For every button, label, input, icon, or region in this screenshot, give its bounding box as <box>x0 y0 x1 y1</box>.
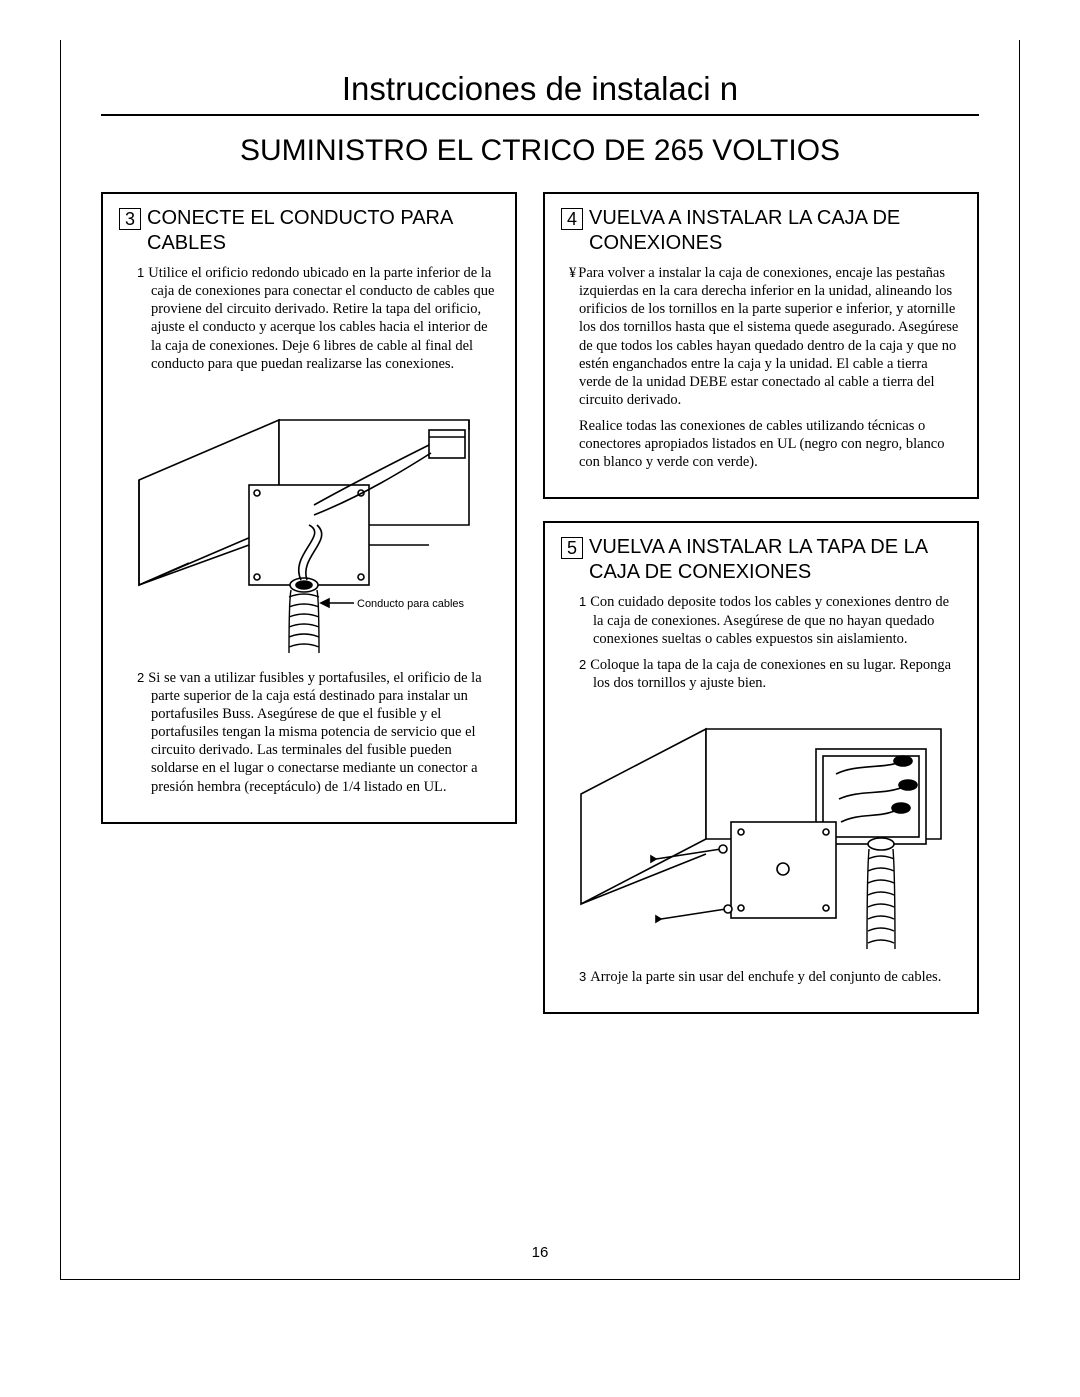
step-3-box: 3 CONECTE EL CONDUCTO PARA CABLES 1Utili… <box>101 192 517 824</box>
step-4-box: 4 VUELVA A INSTALAR LA CAJA DE CONEXIONE… <box>543 192 979 499</box>
columns: 3 CONECTE EL CONDUCTO PARA CABLES 1Utili… <box>101 192 979 1014</box>
step-3-list: 1Utilice el orificio redondo ubicado en … <box>119 264 499 373</box>
step-4-bullet-text: Para volver a instalar la caja de conexi… <box>578 265 958 408</box>
step-5-heading: 5 VUELVA A INSTALAR LA TAPA DE LA CAJA D… <box>561 535 961 585</box>
step-3-figure: Conducto para cables <box>119 385 499 655</box>
step-5-item-2-text: Coloque la tapa de la caja de conexiones… <box>590 657 951 691</box>
step-3-list-b: 2Si se van a utilizar fusibles y portafu… <box>119 669 499 796</box>
page-frame: Instrucciones de instalaci n SUMINISTRO … <box>60 40 1020 1280</box>
step-4-bullet: ¥Para volver a instalar la caja de conex… <box>561 264 961 409</box>
step-3-number: 3 <box>119 208 141 230</box>
step-5-item-3-text: Arroje la parte sin usar del enchufe y d… <box>590 969 941 985</box>
step-4-number: 4 <box>561 208 583 230</box>
left-column: 3 CONECTE EL CONDUCTO PARA CABLES 1Utili… <box>101 192 517 1014</box>
step-5-figure <box>561 704 961 954</box>
page-number: 16 <box>61 1244 1019 1261</box>
step-5-box: 5 VUELVA A INSTALAR LA TAPA DE LA CAJA D… <box>543 521 979 1014</box>
step-3-heading: 3 CONECTE EL CONDUCTO PARA CABLES <box>119 206 499 256</box>
figure-label: Conducto para cables <box>357 598 465 610</box>
step-4-para2: Realice todas las conexiones de cables u… <box>561 417 961 471</box>
step-5-item-1: 1Con cuidado deposite todos los cables y… <box>579 593 961 647</box>
right-column: 4 VUELVA A INSTALAR LA CAJA DE CONEXIONE… <box>543 192 979 1014</box>
step-5-list-a: 1Con cuidado deposite todos los cables y… <box>561 593 961 692</box>
step-5-list-b: 3Arroje la parte sin usar del enchufe y … <box>561 968 961 986</box>
title-rule <box>101 114 979 116</box>
step-3-item-1: 1Utilice el orificio redondo ubicado en … <box>137 264 499 373</box>
page-title: Instrucciones de instalaci n <box>101 70 979 108</box>
step-3-heading-text: CONECTE EL CONDUCTO PARA CABLES <box>147 206 499 256</box>
step-5-heading-text: VUELVA A INSTALAR LA TAPA DE LA CAJA DE … <box>589 535 961 585</box>
step-5-item-3: 3Arroje la parte sin usar del enchufe y … <box>579 968 961 986</box>
step-5-item-2: 2Coloque la tapa de la caja de conexione… <box>579 656 961 692</box>
step-3-item-2-text: Si se van a utilizar fusibles y portafus… <box>148 670 481 795</box>
conduit-diagram-icon: Conducto para cables <box>129 385 489 655</box>
step-3-item-2: 2Si se van a utilizar fusibles y portafu… <box>137 669 499 796</box>
step-5-number: 5 <box>561 537 583 559</box>
page-subtitle: SUMINISTRO EL CTRICO DE 265 VOLTIOS <box>101 134 979 168</box>
step-3-item-1-text: Utilice el orificio redondo ubicado en l… <box>148 265 494 372</box>
step-5-item-1-text: Con cuidado deposite todos los cables y … <box>590 594 949 646</box>
step-4-heading-text: VUELVA A INSTALAR LA CAJA DE CONEXIONES <box>589 206 961 256</box>
cover-diagram-icon <box>561 704 961 954</box>
step-4-heading: 4 VUELVA A INSTALAR LA CAJA DE CONEXIONE… <box>561 206 961 256</box>
